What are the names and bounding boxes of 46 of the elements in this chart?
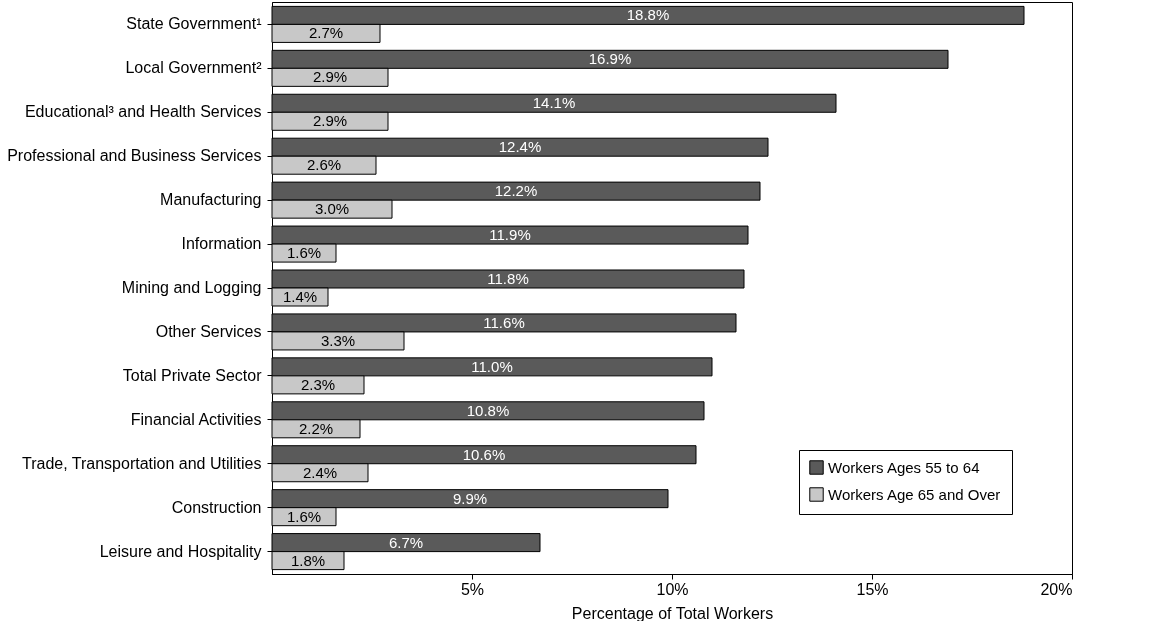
y-tick-label: Information [181, 235, 262, 253]
legend-label: Workers Age 65 and Over [828, 485, 1001, 503]
y-tick-label: Total Private Sector [122, 366, 263, 384]
data-label: 11.9% [489, 226, 531, 244]
data-label: 1.8% [290, 551, 326, 569]
data-label: 2.4% [302, 463, 338, 481]
y-tick-label: Other Services [155, 322, 262, 340]
y-tick-label: Manufacturing [160, 191, 262, 209]
data-label: 12.2% [494, 182, 538, 200]
y-tick-label: Trade, Transportation and Utilities [21, 454, 262, 472]
data-label: 11.8% [487, 269, 529, 287]
data-label: 1.4% [282, 288, 318, 306]
data-label: 12.4% [498, 138, 542, 156]
data-label: 2.2% [298, 419, 334, 437]
data-label: 14.1% [532, 94, 576, 112]
y-tick-label: Financial Activities [130, 410, 262, 428]
data-label: 10.6% [462, 445, 506, 463]
y-tick-label: State Government¹ [126, 15, 262, 33]
x-tick-label: 20% [1040, 580, 1073, 598]
data-label: 16.9% [588, 50, 632, 68]
data-label: 2.7% [308, 24, 344, 42]
y-tick-label: Educational³ and Health Services [24, 103, 262, 121]
y-tick-label: Professional and Business Services [7, 147, 262, 165]
data-label: 2.3% [300, 375, 336, 393]
data-label: 2.6% [306, 156, 342, 174]
y-tick-label: Local Government² [125, 59, 263, 77]
y-tick-label: Construction [171, 498, 262, 516]
data-label: 11.0% [471, 357, 513, 375]
data-label: 11.6% [483, 313, 525, 331]
x-tick-label: 10% [656, 580, 689, 598]
data-label: 18.8% [626, 6, 670, 24]
y-tick-label: Mining and Logging [121, 279, 262, 296]
y-tick-label: Leisure and Hospitality [99, 542, 262, 560]
data-label: 2.9% [312, 68, 348, 86]
data-label: 3.3% [320, 331, 356, 349]
data-label: 1.6% [286, 244, 322, 262]
data-label: 2.9% [312, 112, 348, 130]
x-tick-label: 15% [856, 580, 889, 598]
x-tick-label: 5% [460, 580, 485, 598]
data-label: 1.6% [286, 507, 322, 525]
x-axis-title: Percentage of Total Workers [571, 604, 774, 621]
data-label: 9.9% [452, 489, 488, 507]
data-label: 3.0% [314, 200, 350, 218]
data-label: 6.7% [388, 533, 424, 551]
legend-label: Workers Ages 55 to 64 [828, 458, 980, 476]
data-label: 10.8% [466, 401, 510, 419]
